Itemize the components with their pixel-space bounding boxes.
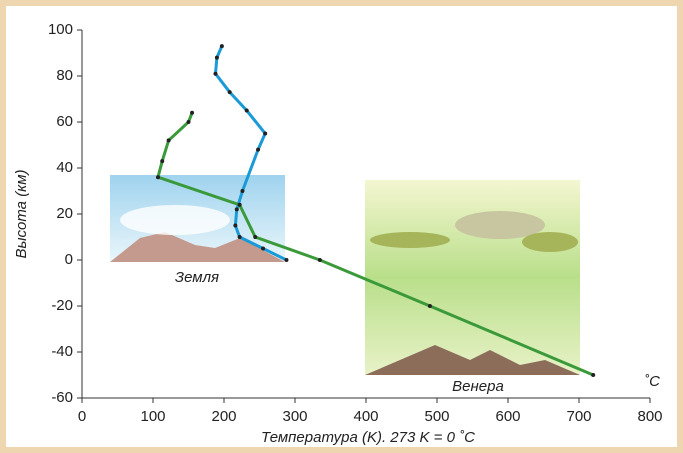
page: {"chart_data":{"type":"line", "xlabel":"… <box>0 0 683 453</box>
point <box>240 189 244 193</box>
point <box>215 56 219 60</box>
x-tick-label: 700 <box>566 408 591 425</box>
y-tick-label: 0 <box>65 251 73 268</box>
y-tick-label: 40 <box>56 159 73 176</box>
point <box>156 175 160 179</box>
x-tick-label: 500 <box>424 408 449 425</box>
y-tick-label: 60 <box>56 113 73 130</box>
chart: Земля Венера ˚C Температура (K). 273 K =… <box>0 0 683 453</box>
x-axis-label: Температура (K). 273 K = 0 ˚C <box>261 429 475 446</box>
point <box>235 207 239 211</box>
x-tick-label: 300 <box>282 408 307 425</box>
y-tick-label: -20 <box>51 297 73 314</box>
x-tick-label: 800 <box>637 408 662 425</box>
point <box>238 203 242 207</box>
x-tick-label: 100 <box>140 408 165 425</box>
y-tick-label: -60 <box>51 389 73 406</box>
point <box>167 138 171 142</box>
x-tick-label: 0 <box>78 408 86 425</box>
x-tick-label: 400 <box>353 408 378 425</box>
venus-cloud <box>522 232 578 252</box>
y-axis-label: Высота (км) <box>13 169 30 258</box>
point <box>190 111 194 115</box>
point <box>263 132 267 136</box>
point <box>160 159 164 163</box>
earth-cloud <box>120 205 230 235</box>
point <box>228 90 232 94</box>
annotation: Венера <box>452 378 504 395</box>
point <box>245 109 249 113</box>
x-tick-label: 200 <box>211 408 236 425</box>
point <box>238 235 242 239</box>
point <box>284 258 288 262</box>
y-tick-label: -40 <box>51 343 73 360</box>
point <box>220 44 224 48</box>
y-tick-label: 20 <box>56 205 73 222</box>
x-tick-label: 600 <box>495 408 520 425</box>
point <box>233 224 237 228</box>
point <box>318 258 322 262</box>
point <box>591 373 595 377</box>
point <box>253 235 257 239</box>
annotation: ˚C <box>644 373 660 390</box>
point <box>187 120 191 124</box>
point <box>213 72 217 76</box>
point <box>256 148 260 152</box>
y-tick-label: 80 <box>56 67 73 84</box>
venus-cloud <box>370 232 450 248</box>
annotation: Земля <box>175 269 219 286</box>
venus-illustration <box>365 180 580 375</box>
y-tick-label: 100 <box>48 21 73 38</box>
point <box>428 304 432 308</box>
point <box>261 247 265 251</box>
